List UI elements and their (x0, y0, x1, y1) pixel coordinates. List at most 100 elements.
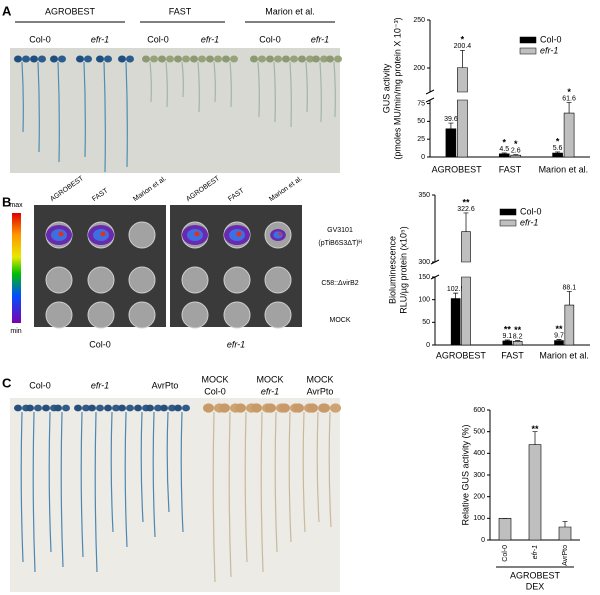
cotyledon (251, 403, 262, 413)
root (125, 61, 128, 168)
error-bar (555, 151, 561, 154)
x-axis-label: AGROBEST (510, 570, 561, 580)
root (20, 411, 24, 563)
root (244, 411, 248, 563)
y-tick-label: 75 (417, 100, 425, 107)
significance: * (461, 35, 465, 45)
y-tick-label: 0 (481, 537, 485, 544)
root (124, 411, 128, 548)
root (94, 411, 98, 573)
cotyledon (154, 404, 162, 412)
bar (498, 518, 512, 541)
error-bar (566, 102, 572, 114)
cotyledon (334, 55, 342, 63)
cotyledon (182, 55, 190, 63)
column-label: FAST (91, 187, 110, 203)
cotyledon (74, 404, 82, 412)
lane-label: MOCK (202, 374, 229, 384)
cotyledon (150, 55, 158, 63)
column-label: Marion et al. (132, 175, 168, 203)
root (305, 61, 308, 113)
cotyledon (266, 55, 274, 63)
cotyledon (158, 55, 166, 63)
root (302, 411, 306, 533)
colony (264, 266, 292, 294)
cotyledon (306, 55, 314, 63)
x-tick-label: Marion et al. (539, 164, 589, 174)
root (165, 61, 168, 108)
cotyledon (222, 55, 230, 63)
value-label: 5.6 (553, 145, 563, 152)
root (197, 61, 200, 113)
value-label: 9.7 (554, 332, 564, 339)
y-tick-label: 50 (417, 118, 425, 125)
lane-label: Col-0 (204, 386, 226, 396)
cotyledon (50, 55, 58, 63)
value-label: 322.6 (457, 206, 475, 213)
x-axis-label: DEX (526, 581, 545, 591)
cotyledon (62, 404, 70, 412)
significance: * (556, 136, 560, 146)
legend-label: efr-1 (540, 45, 558, 55)
root (274, 411, 278, 553)
colony (264, 301, 292, 329)
panel-letter: A (2, 3, 12, 18)
x-tick-label: AGROBEST (436, 350, 487, 360)
cotyledon (320, 55, 328, 63)
column-label: AGROBEST (49, 175, 85, 203)
error-bar (448, 122, 454, 129)
cotyledon (14, 404, 22, 412)
value-label: 9.1 (502, 333, 512, 340)
lane-label: efr-1 (91, 34, 109, 44)
column-label: FAST (227, 187, 246, 203)
row-label: MOCK (330, 317, 351, 324)
lane-label: Col-0 (259, 34, 281, 44)
value-label: 88.1 (563, 284, 577, 291)
signal (278, 232, 282, 236)
signal (194, 231, 200, 237)
cotyledon (26, 404, 34, 412)
error-bar (501, 152, 507, 154)
lane-label: MOCK (307, 374, 334, 384)
root (288, 411, 292, 543)
y-tick-label: 0 (421, 154, 425, 161)
significance: ** (555, 324, 563, 334)
y-tick-label: 50 (422, 319, 430, 326)
y-tick-label: 150 (418, 274, 430, 281)
panel-letter: B (2, 194, 11, 209)
colony (45, 266, 73, 294)
row-label: (pTiB6S3ΔT)ᴴ (318, 240, 361, 247)
cotyledon (38, 55, 46, 63)
x-tick-label: AGROBEST (432, 164, 483, 174)
y-tick-label: 200 (473, 494, 485, 501)
cotyledon (219, 403, 230, 413)
error-bar (463, 212, 469, 232)
significance: ** (514, 325, 522, 335)
signal (273, 231, 283, 239)
panel-letter: C (2, 375, 12, 390)
cotyledon (279, 403, 290, 413)
root (21, 61, 24, 133)
plate-label: Col-0 (89, 339, 111, 349)
significance: * (514, 139, 518, 149)
signal (58, 231, 64, 237)
root (273, 61, 276, 123)
cotyledon (82, 404, 90, 412)
cotyledon (22, 55, 30, 63)
bar (512, 340, 523, 346)
y-tick-label: 200 (413, 65, 425, 72)
value-label: 102.5 (447, 286, 465, 293)
bar (461, 231, 471, 346)
y-tick-label: 350 (418, 192, 430, 199)
y-axis-label: (pmoles MU/min/mg protein X 10⁻³) (392, 17, 402, 159)
significance: * (502, 137, 506, 147)
y-axis-label: RLU/µg protein (x10⁵) (398, 226, 408, 313)
y-axis-label: GUS activity (381, 63, 391, 113)
y-tick-label: 250 (413, 17, 425, 24)
plate-label: efr-1 (227, 339, 245, 349)
row-label: GV3101 (327, 227, 353, 234)
cotyledon (166, 55, 174, 63)
colony (181, 266, 209, 294)
lane-label: AvrPto (152, 380, 179, 390)
